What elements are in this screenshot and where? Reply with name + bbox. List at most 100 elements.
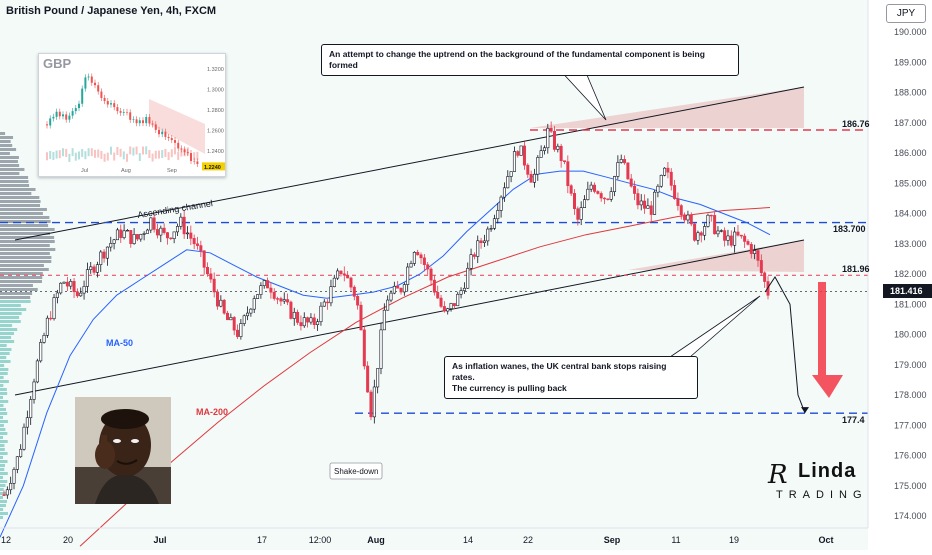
- candle-body: [105, 246, 109, 259]
- candle-body: [349, 277, 353, 288]
- candle-body: [169, 237, 173, 240]
- candle-body: [656, 185, 660, 193]
- candle-body: [206, 267, 210, 275]
- candle-body: [162, 227, 166, 233]
- logo-sub: TRADING: [776, 489, 868, 501]
- candle-body: [619, 159, 623, 163]
- candle-body: [436, 291, 440, 299]
- inset-volume-bar: [148, 150, 151, 159]
- candle-body: [332, 277, 336, 287]
- candle-body: [539, 150, 543, 158]
- gbp-inset-chart: 1.3200 1.3000 1.2800 1.2600 1.2400 Jul Aug Sep 1…: [38, 53, 226, 177]
- candle-body: [392, 285, 396, 294]
- inset-volume-bar: [62, 148, 64, 157]
- candle-body: [482, 240, 486, 244]
- candle-body: [145, 229, 149, 234]
- candle-body: [299, 322, 303, 327]
- candle-body: [196, 243, 200, 246]
- inset-volume-bar: [58, 150, 61, 159]
- inset-y-tick: 1.2800: [207, 108, 224, 114]
- x-tick-label: 11: [671, 535, 680, 545]
- candle-body: [89, 266, 93, 270]
- candle-body: [52, 297, 56, 319]
- inset-candle-body: [154, 124, 157, 130]
- inset-volume-bar: [167, 152, 170, 161]
- candle-body: [452, 303, 456, 307]
- candle-body: [736, 231, 740, 236]
- candle-body: [132, 234, 136, 244]
- inset-candle-body: [87, 76, 90, 78]
- candle-body: [609, 191, 613, 200]
- candle-body: [686, 214, 690, 221]
- candle-body: [229, 317, 233, 321]
- inset-volume-bar: [103, 153, 106, 162]
- candle-body: [366, 365, 370, 393]
- candle-body: [99, 251, 103, 265]
- candle-body: [699, 232, 703, 236]
- inset-y-tick: 1.3000: [207, 88, 224, 94]
- candle-body: [726, 235, 730, 241]
- inset-volume-bar: [113, 152, 116, 161]
- candle-body: [319, 305, 323, 323]
- inset-volume-bar: [151, 153, 154, 162]
- candle-body: [62, 281, 66, 284]
- candle-body: [279, 298, 283, 302]
- top-annotation-text: An attempt to change the uptrend on the …: [329, 49, 705, 70]
- inset-candle-body: [84, 77, 87, 89]
- candle-body: [659, 174, 663, 187]
- x-tick-label: 22: [523, 535, 533, 545]
- inset-candle-body: [65, 114, 68, 120]
- inset-candle-body: [148, 117, 151, 124]
- inset-volume-bar: [68, 153, 71, 162]
- candle-body: [489, 228, 493, 230]
- candle-body: [643, 200, 647, 209]
- inset-candle-body: [74, 108, 77, 112]
- candle-body: [376, 368, 380, 388]
- candle-body: [259, 285, 263, 295]
- candle-body: [729, 235, 733, 246]
- candle-body: [706, 214, 710, 227]
- y-tick-label: 176.000: [894, 451, 927, 461]
- candle-body: [242, 315, 246, 324]
- inset-candle-body: [167, 136, 170, 139]
- candle-body: [2, 494, 6, 496]
- candle-body: [606, 198, 610, 200]
- candle-body: [683, 214, 687, 221]
- inset-volume-bar: [154, 150, 157, 159]
- candle-body: [199, 245, 203, 252]
- inset-volume-bar: [106, 152, 109, 161]
- candle-body: [512, 151, 516, 172]
- x-tick-label: Jul: [153, 535, 166, 545]
- candle-body: [626, 162, 630, 180]
- inset-volume-bar: [186, 147, 189, 156]
- level-top-label: 186.76: [842, 119, 870, 129]
- inset-candle-body: [132, 119, 135, 120]
- inset-candle-body: [90, 76, 93, 83]
- inset-y-tick: 1.3200: [207, 67, 224, 73]
- candle-body: [22, 426, 26, 450]
- y-tick-label: 185.000: [894, 178, 927, 188]
- linda-trading-logo: R Linda TRADING: [768, 460, 862, 505]
- inset-volume-bar: [183, 148, 186, 157]
- candle-body: [613, 176, 617, 192]
- candle-body: [636, 193, 640, 206]
- bottom-annotation-line1: As inflation wanes, the UK central bank …: [452, 361, 667, 382]
- ma50-label: MA-50: [106, 338, 133, 348]
- candle-body: [276, 298, 280, 300]
- candle-body: [629, 178, 633, 187]
- candle-body: [236, 329, 240, 337]
- y-tick-label: 188.000: [894, 88, 927, 98]
- candle-body: [599, 193, 603, 199]
- currency-selector[interactable]: JPY: [886, 4, 926, 23]
- candle-body: [42, 335, 46, 343]
- candle-body: [649, 205, 653, 215]
- candle-body: [102, 251, 106, 259]
- candle-body: [546, 127, 550, 149]
- x-tick-label: 14: [463, 535, 473, 545]
- candle-body: [446, 308, 450, 312]
- candle-body: [212, 278, 216, 293]
- candle-body: [209, 273, 213, 280]
- candle-body: [496, 210, 500, 220]
- candle-body: [69, 281, 73, 287]
- candle-body: [289, 301, 293, 319]
